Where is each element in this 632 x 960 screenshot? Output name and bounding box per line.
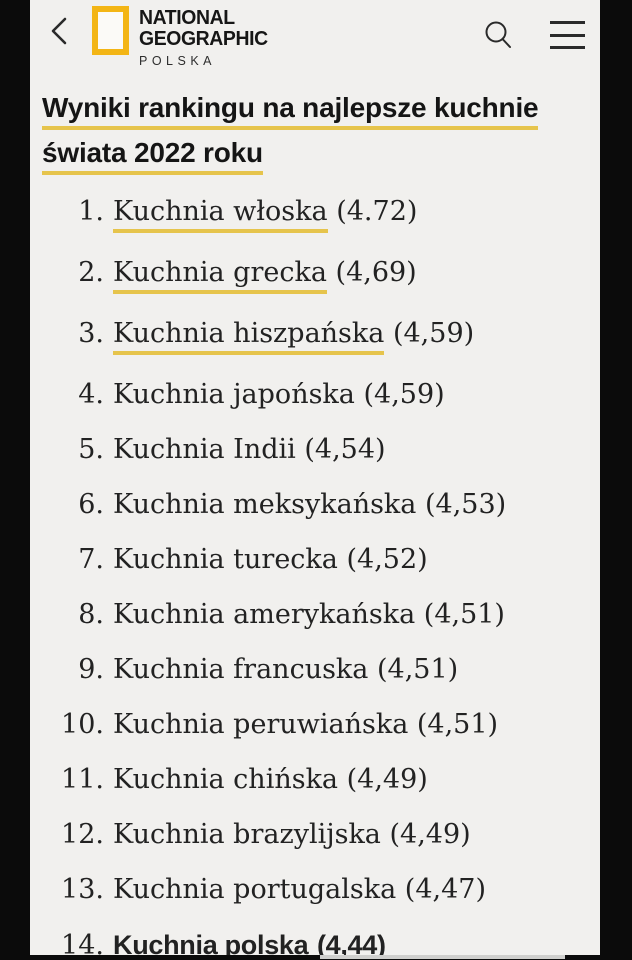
cuisine-rating: (4,51) [377,654,459,685]
app-header: NATIONAL GEOGRAPHIC POLSKA [30,0,600,86]
rank-number: 3. [78,318,104,349]
bottom-peek-bar [320,955,565,959]
back-button[interactable] [48,16,70,46]
cuisine-name: Kuchnia Indii [113,434,296,465]
rank-number: 7. [78,544,104,575]
ranking-list-item: 8. Kuchnia amerykańska (4,51) [30,600,600,630]
cuisine-rating: (4,59) [392,318,475,349]
search-icon [482,19,516,53]
cuisine-name: Kuchnia japońska [113,379,355,410]
cuisine-name: Kuchnia hiszpańska [113,319,385,355]
natgeo-frame-icon [92,6,129,55]
rank-number: 11. [61,764,104,795]
ranking-list-item: 7. Kuchnia turecka (4,52) [30,545,600,575]
page-title-line2: świata 2022 roku [42,137,263,175]
cuisine-rating: (4,53) [425,489,507,520]
cuisine-rating: (4,52) [346,544,428,575]
cuisine-name: Kuchnia grecka [113,258,327,294]
cuisine-rating: (4,49) [346,764,428,795]
page-title-line1: Wyniki rankingu na najlepsze kuchnie [42,92,539,130]
cuisine-name: Kuchnia polska [113,930,309,955]
rank-number: 4. [78,379,104,410]
rank-number: 14. [61,930,104,956]
natgeo-logo[interactable]: NATIONAL GEOGRAPHIC POLSKA [92,6,272,68]
ranking-list-item: 12. Kuchnia brazylijska (4,49) [30,820,600,850]
page-title: Wyniki rankingu na najlepsze kuchnie świ… [42,92,588,175]
ranking-list-item: 13. Kuchnia portugalska (4,47) [30,875,600,905]
cuisine-name: Kuchnia brazylijska [113,819,381,850]
cuisine-name: Kuchnia turecka [113,544,338,575]
rank-number: 1. [78,196,104,227]
cuisine-rating: (4,47) [404,874,486,905]
cuisine-rating: (4,54) [304,434,386,465]
search-button[interactable] [482,19,516,53]
ranking-list-item: 2. Kuchnia grecka (4,69) [30,258,600,294]
cuisine-rating: (4,44) [316,930,386,955]
cuisine-name: Kuchnia meksykańska [113,489,417,520]
ranking-list-item: 1. Kuchnia włoska (4.72) [30,197,600,233]
rank-number: 8. [78,599,104,630]
rank-number: 9. [78,654,104,685]
cuisine-rating: (4,49) [389,819,471,850]
cuisine-name: Kuchnia chińska [113,764,339,795]
rank-number: 5. [78,434,104,465]
rank-number: 12. [61,819,104,850]
cuisine-rating: (4,51) [416,709,499,740]
ranking-list-item: 10. Kuchnia peruwiańska (4,51) [30,710,600,740]
back-chevron-icon [48,16,70,46]
cuisine-name: Kuchnia włoska [113,197,328,233]
cuisine-name: Kuchnia peruwiańska [113,709,409,740]
ranking-list-item: 9. Kuchnia francuska (4,51) [30,655,600,685]
natgeo-wordmark: NATIONAL GEOGRAPHIC POLSKA [139,6,272,68]
ranking-list-item: 4. Kuchnia japońska (4,59) [30,380,600,410]
rank-number: 10. [61,709,104,740]
ranking-list-item: 5. Kuchnia Indii (4,54) [30,435,600,465]
cuisine-rating: (4,59) [363,379,445,410]
cuisine-name: Kuchnia francuska [113,654,369,685]
wordmark-line2: GEOGRAPHIC [139,27,268,50]
rank-number: 2. [78,257,104,288]
cuisine-ranking-list: 1. Kuchnia włoska (4.72) 2. Kuchnia grec… [30,197,600,956]
menu-button[interactable] [550,21,585,49]
ranking-list-item: 11. Kuchnia chińska (4,49) [30,765,600,795]
cuisine-rating: (4,69) [335,257,417,288]
rank-number: 6. [78,489,104,520]
rank-number: 13. [61,874,104,905]
ranking-list-item: 6. Kuchnia meksykańska (4,53) [30,490,600,520]
cuisine-rating: (4,51) [423,599,505,630]
ranking-list-item: 3. Kuchnia hiszpańska (4,59) [30,319,600,355]
cuisine-name: Kuchnia portugalska [113,874,397,905]
content-card: NATIONAL GEOGRAPHIC POLSKA Wyniki rankin… [30,0,600,955]
cuisine-rating: (4.72) [336,196,418,227]
wordmark-subtitle: POLSKA [139,54,217,68]
wordmark-line1: NATIONAL [139,7,235,29]
cuisine-name: Kuchnia amerykańska [113,599,416,630]
ranking-list-item: 14. Kuchnia polska (4,44) [30,930,600,955]
